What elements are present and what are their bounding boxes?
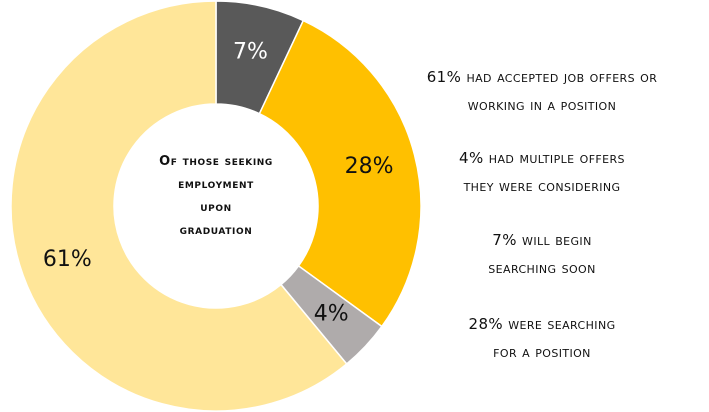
- legend-entry-accepted: 61% had accepted job offers or working i…: [375, 63, 709, 119]
- center-title-line: employment: [178, 177, 254, 192]
- legend-entry-multiple-offers: 4% had multiple offers they were conside…: [375, 144, 709, 200]
- legend-line: 7% will begin: [492, 231, 592, 249]
- legend-line: 4% had multiple offers: [459, 149, 625, 167]
- legend-entry-searching: 28% were searching for a position: [375, 310, 709, 366]
- chart-legend: 61% had accepted job offers or working i…: [375, 0, 709, 412]
- legend-line: 28% were searching: [468, 315, 616, 333]
- slice-were-searching: [258, 19, 422, 328]
- data-label-multiple-offers: 4%: [314, 302, 349, 327]
- data-label-accepted-offers: 61%: [43, 247, 92, 272]
- chart-data-labels: 7% 28% 4% 61%: [43, 39, 394, 326]
- center-title-line: upon: [200, 200, 232, 215]
- center-title-line: graduation: [179, 223, 253, 238]
- legend-line: working in a position: [467, 96, 617, 114]
- legend-entry-begin-searching: 7% will begin searching soon: [375, 226, 709, 282]
- chart-center-title: Of those seeking employment upon graduat…: [132, 150, 300, 242]
- legend-line: searching soon: [488, 259, 596, 277]
- legend-line: for a position: [493, 343, 591, 361]
- legend-line: 61% had accepted job offers or: [426, 68, 658, 86]
- data-label-were-searching: 28%: [345, 154, 394, 179]
- center-title-line: Of those seeking: [159, 154, 273, 169]
- legend-line: they were considering: [463, 177, 621, 195]
- slice-accepted-offers: [10, 0, 348, 412]
- chart-slices: [10, 0, 422, 412]
- data-label-will-begin-searching: 7%: [233, 39, 268, 64]
